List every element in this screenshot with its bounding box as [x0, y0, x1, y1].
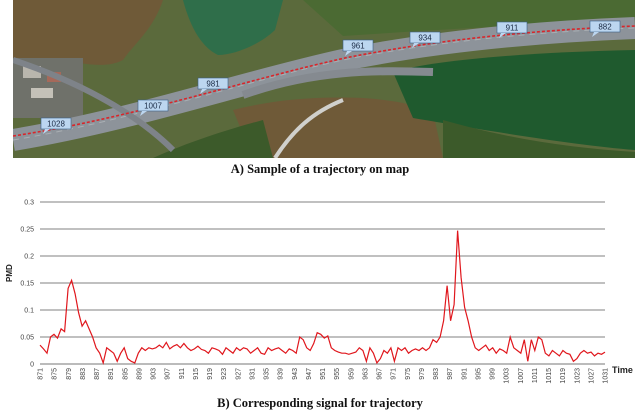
x-tick-label: 1003 — [504, 368, 511, 384]
pond — [183, 0, 283, 55]
x-tick-label: 939 — [278, 368, 285, 380]
trajectory-tag: 1028 — [40, 117, 72, 134]
y-axis-label: PMD — [5, 264, 14, 282]
forest-bottom-right — [443, 120, 635, 158]
y-tick-label: 0.1 — [24, 308, 34, 315]
trajectory-tag: 1007 — [137, 99, 169, 116]
x-tick-label: 951 — [320, 368, 327, 380]
x-tick-label: 955 — [334, 368, 341, 380]
x-tick-label: 911 — [179, 368, 186, 379]
x-tick-label: 963 — [362, 368, 369, 380]
y-tick-label: 0.25 — [20, 227, 34, 234]
trajectory-tag: 882 — [589, 20, 621, 37]
trajectory-tag-label: 1007 — [144, 102, 162, 111]
x-tick-label: 923 — [221, 368, 228, 380]
x-tick-label: 991 — [461, 368, 468, 380]
trajectory-path — [13, 25, 635, 137]
x-tick-label: 971 — [391, 368, 398, 380]
building — [31, 88, 53, 98]
field-right — [393, 50, 635, 150]
x-tick-label: 935 — [264, 368, 271, 380]
field-top — [303, 0, 635, 36]
x-tick-label: 1023 — [574, 368, 581, 384]
x-tick-label: 907 — [165, 368, 172, 380]
x-tick-label: 931 — [249, 368, 256, 380]
x-tick-label: 915 — [193, 368, 200, 380]
y-tick-label: 0.15 — [20, 281, 34, 288]
x-tick-labels: 871 875 879 883 887 891 895 899 903 907 911 915 919 9… — [38, 368, 610, 384]
x-tick-label: 919 — [207, 368, 214, 380]
bridge — [273, 98, 344, 158]
ramp — [241, 67, 434, 99]
x-tick-label: 927 — [235, 368, 242, 380]
map-caption: A) Sample of a trajectory on map — [230, 162, 410, 176]
x-tick-label: 979 — [419, 368, 426, 380]
forest-bottom — [153, 120, 273, 158]
highway — [13, 17, 635, 151]
x-tick-label: 987 — [447, 368, 454, 380]
trajectory-tag: 961 — [342, 39, 374, 56]
river-area — [13, 0, 163, 65]
x-tick-label: 875 — [52, 368, 59, 380]
series-line — [39, 230, 606, 366]
x-tick-label: 947 — [306, 368, 313, 380]
y-tick-label: 0 — [30, 362, 34, 369]
x-tick-label: 871 — [38, 368, 45, 380]
x-tick-label: 967 — [377, 368, 384, 380]
signal-caption: B) Corresponding signal for trajectory — [217, 396, 423, 410]
x-tick-label: 1031 — [603, 368, 610, 384]
x-tick-label: 1011 — [532, 368, 539, 383]
x-tick-label: 1027 — [588, 368, 595, 384]
trajectory-tag: 981 — [197, 77, 229, 94]
trajectory-tag-label: 882 — [598, 23, 612, 32]
x-tick-label: 899 — [136, 368, 143, 380]
chart-gridlines — [40, 201, 605, 365]
y-tick-label: 0.2 — [24, 254, 34, 261]
x-tick-label: 1007 — [518, 368, 525, 384]
trajectory-tag-label: 961 — [351, 42, 365, 51]
x-tick-label: 1019 — [560, 368, 567, 384]
x-tick-label: 975 — [405, 368, 412, 380]
x-tick-label: 983 — [433, 368, 440, 380]
x-tick-label: 887 — [94, 368, 101, 380]
trajectory-tag-label: 911 — [506, 24, 519, 33]
trajectory-tag-label: 981 — [206, 80, 220, 89]
x-tick-label: 891 — [108, 368, 115, 380]
trajectory-map-image: 1028 1007 981 961 934 911 882 — [13, 0, 635, 158]
x-axis-label: Time — [612, 365, 633, 375]
x-tick-label: 879 — [66, 368, 73, 380]
x-tick-label: 959 — [348, 368, 355, 380]
x-tick-label: 1015 — [546, 368, 553, 384]
x-tick-label: 895 — [122, 368, 129, 380]
x-tick-label: 943 — [292, 368, 299, 380]
y-tick-label: 0.05 — [20, 335, 34, 342]
trajectory-tag: 911 — [496, 21, 528, 38]
series-group — [39, 230, 606, 366]
trajectory-tag-label: 934 — [418, 34, 432, 43]
x-tick-label: 999 — [490, 368, 497, 380]
pmd-signal-chart: 0 0.05 0.1 0.15 0.2 0.25 0.3 871 875 879 883 887 89… — [5, 200, 633, 384]
y-tick-label: 0.3 — [24, 200, 34, 207]
trajectory-tag-label: 1028 — [47, 120, 65, 129]
x-tick-label: 883 — [80, 368, 87, 380]
y-tick-labels: 0 0.05 0.1 0.15 0.2 0.25 0.3 — [20, 200, 34, 369]
x-tick-label: 903 — [151, 368, 158, 380]
side-road — [13, 57, 176, 153]
trajectory-tag: 934 — [409, 31, 441, 48]
x-tick-label: 995 — [475, 368, 482, 380]
